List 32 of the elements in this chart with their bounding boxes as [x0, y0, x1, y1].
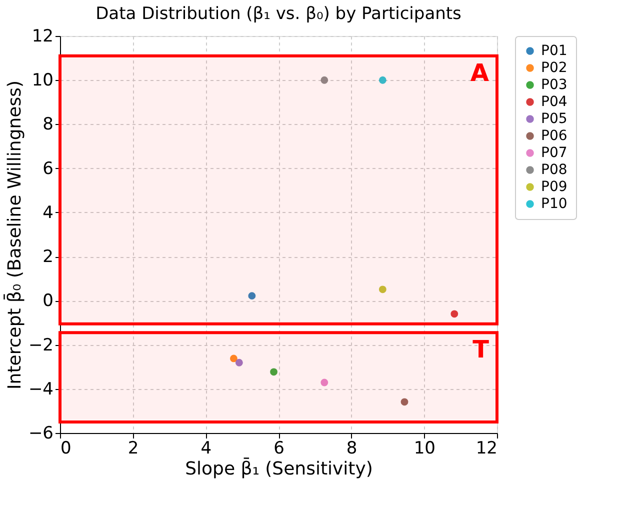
x-tick-label: 6: [274, 438, 284, 458]
x-tick-label: 10: [414, 438, 436, 458]
y-tick-label: −2: [28, 335, 54, 356]
x-tick-label: 2: [128, 438, 139, 458]
x-tick-label: 12: [476, 438, 498, 458]
y-tick-label: 2: [42, 247, 54, 268]
y-tick-label: 10: [32, 70, 54, 91]
legend-label: P06: [541, 128, 568, 144]
legend-label: P03: [541, 77, 568, 93]
y-tick-label: 8: [42, 114, 54, 135]
x-tick-label: 8: [346, 438, 358, 458]
legend-label: P01: [541, 43, 568, 59]
y-tick-label: −6: [28, 424, 54, 444]
y-tick-label: 6: [42, 158, 54, 179]
y-axis-title: Intercept β̄₀ (Baseline Willingness): [3, 80, 26, 390]
band-label: A: [470, 58, 490, 87]
x-axis-title: Slope β̄₁ (Sensitivity): [185, 457, 373, 480]
legend-label: P07: [541, 145, 568, 161]
legend-label: P10: [541, 196, 568, 212]
legend-label: P05: [541, 111, 568, 127]
legend-label: P08: [541, 162, 568, 178]
y-tick-label: −4: [28, 379, 54, 400]
band-label: T: [472, 336, 490, 364]
x-tick-label: 4: [200, 438, 212, 458]
y-tick-label: 12: [32, 26, 54, 46]
y-tick-label: 0: [42, 291, 54, 312]
legend-label: P09: [541, 179, 568, 195]
x-tick-label: 0: [60, 438, 72, 458]
legend-label: P02: [541, 60, 568, 76]
chart-title: Data Distribution (β₁ vs. β₀) by Participants: [96, 4, 462, 24]
y-tick-label: 4: [42, 202, 54, 223]
legend-label: P04: [541, 94, 568, 110]
